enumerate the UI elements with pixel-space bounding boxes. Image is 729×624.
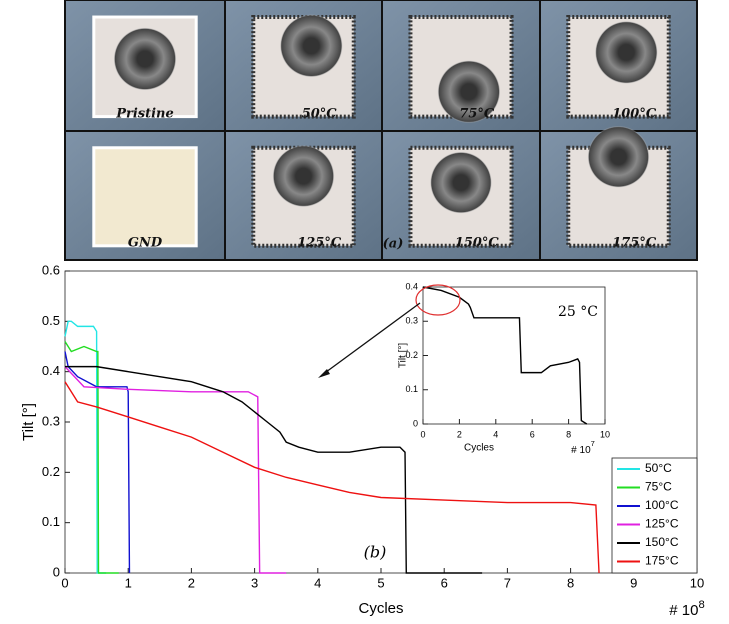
photo-label: 100°C: [612, 106, 657, 121]
legend: [611, 457, 698, 574]
y-axis-label: Tilt [°]: [398, 343, 409, 369]
x-multiplier: # 107: [571, 439, 595, 456]
arrow-head: [318, 369, 330, 378]
x-tick-label: 10: [600, 429, 610, 439]
x-tick-label: 6: [441, 575, 448, 590]
x-tick-label: 4: [314, 575, 321, 590]
x-tick-label: 2: [457, 429, 462, 439]
x-multiplier-exponent: 7: [591, 439, 595, 448]
x-tick-label: 6: [530, 429, 535, 439]
x-multiplier-base: # 10: [669, 602, 698, 619]
spot: [430, 151, 492, 214]
y-tick-label: 0.4: [42, 363, 60, 378]
y-tick-label: 0.1: [405, 384, 418, 394]
series-line: [422, 286, 588, 425]
annotation: (b): [364, 543, 387, 562]
spot: [113, 27, 177, 91]
spot: [587, 125, 650, 188]
photo-label: 175°C: [612, 236, 657, 251]
chart: 0 2 4 6 8 10 0 0.1 0.2 0.3 0.4 Cycles Tilt [°] # 107 2…: [398, 281, 610, 455]
spot: [272, 145, 335, 208]
legend-label: 150°C: [645, 535, 679, 549]
y-tick-label: 0.2: [42, 464, 60, 479]
legend-label: 100°C: [645, 498, 679, 512]
y-tick-label: 0.5: [42, 313, 60, 328]
x-axis-label: Cycles: [464, 443, 494, 454]
chart: 0 1 2 3 4 5 6 7 8 9 10 0 0.1 0.2 0.3 0.4 0.5 0.6 Cycles Til…: [20, 262, 705, 619]
series-line: [64, 351, 131, 574]
y-axis-label: Tilt [°]: [20, 403, 37, 441]
legend-label: 75°C: [645, 480, 672, 494]
annotation: 25 °C: [558, 304, 598, 320]
series-line: [64, 341, 119, 574]
highlight-ellipse: [415, 284, 461, 316]
series-line: [64, 381, 600, 574]
series-line: [64, 366, 287, 574]
photo-label: 150°C: [455, 236, 500, 251]
legend-label: 175°C: [645, 554, 679, 568]
y-tick-label: 0.6: [42, 262, 60, 277]
spot: [437, 60, 501, 124]
x-multiplier-exponent: 8: [698, 599, 704, 611]
x-tick-label: 0: [420, 429, 425, 439]
x-axis-label: Cycles: [358, 600, 403, 617]
x-tick-label: 9: [630, 575, 637, 590]
series-line: [65, 365, 483, 574]
spot: [279, 14, 343, 78]
panel-label: (a): [383, 237, 404, 252]
x-tick-label: 7: [504, 575, 511, 590]
x-tick-label: 4: [493, 429, 498, 439]
y-tick-label: 0.3: [405, 316, 418, 326]
y-tick-label: 0: [53, 564, 60, 579]
plot-area: [422, 286, 606, 425]
series-line: [64, 320, 107, 574]
x-tick-label: 2: [188, 575, 195, 590]
y-tick-label: 0.4: [405, 281, 418, 291]
x-multiplier: # 108: [669, 599, 704, 619]
arrow: [321, 302, 421, 376]
x-tick-label: 1: [125, 575, 132, 590]
photo-label: 50°C: [302, 106, 338, 121]
x-tick-label: 8: [567, 575, 574, 590]
photo-label: Pristine: [115, 106, 174, 121]
x-multiplier-base: # 10: [571, 445, 591, 456]
photo-panel: Pristine 50°C 75°C 100°C GND 125°C 150°C 175°C (…: [64, 0, 698, 261]
photo-label: 75°C: [459, 106, 495, 121]
x-tick-label: 10: [690, 575, 704, 590]
y-tick-label: 0.3: [42, 413, 60, 428]
x-tick-label: 0: [61, 575, 68, 590]
x-tick-label: 8: [566, 429, 571, 439]
sample: [92, 146, 198, 248]
y-tick-label: 0.2: [405, 350, 418, 360]
inset-annotations: [318, 284, 461, 378]
photo-label: 125°C: [297, 236, 342, 251]
photo-label: GND: [128, 236, 163, 251]
spot: [594, 20, 658, 84]
y-tick-label: 0: [413, 418, 418, 428]
y-tick-label: 0.1: [42, 514, 60, 529]
x-tick-label: 5: [377, 575, 384, 590]
legend-label: 50°C: [645, 461, 672, 475]
x-tick-label: 3: [251, 575, 258, 590]
legend-label: 125°C: [645, 517, 679, 531]
